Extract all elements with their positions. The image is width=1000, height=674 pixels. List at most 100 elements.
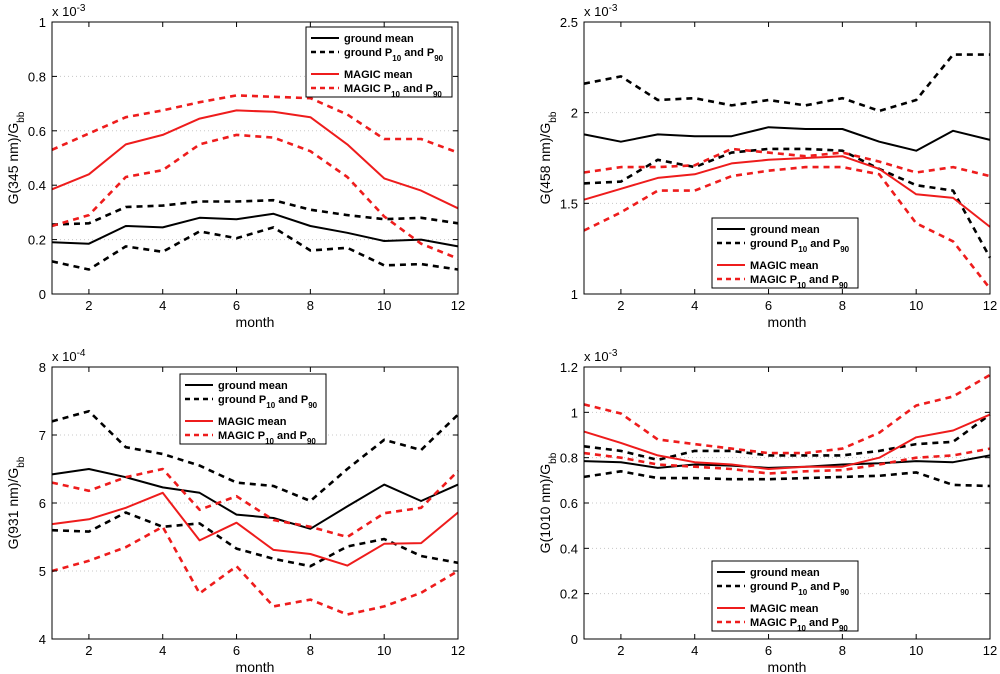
legend-label-ground-mean: ground mean (750, 567, 820, 579)
series-line-magic-p10 (51, 133, 459, 260)
x-tick-label: 12 (983, 643, 997, 658)
y-tick-label: 0.6 (560, 496, 578, 511)
x-tick-label: 10 (377, 298, 391, 313)
x-tick-label: 8 (839, 643, 846, 658)
series-line-magic-p10 (51, 525, 459, 616)
y-tick-label: 1 (571, 405, 578, 420)
series-line-magic-p90 (583, 373, 991, 455)
x-tick-label: 8 (307, 298, 314, 313)
series-line-ground-p10 (51, 511, 459, 568)
legend-label-ground-percentiles: ground P10 and P90 (344, 47, 444, 63)
series-line-magic-mean (51, 491, 459, 567)
legend-label-ground-percentiles: ground P10 and P90 (218, 394, 318, 410)
y-axis-label: G(458 nm)/Gbb (537, 111, 559, 204)
y-axis-label: G(345 nm)/Gbb (5, 111, 27, 204)
x-axis-label: month (236, 659, 275, 674)
y-tick-label: 5 (39, 564, 46, 579)
series-line-ground-p90 (51, 409, 459, 503)
series-line-magic-mean (51, 109, 459, 210)
legend-label-magic-percentiles: MAGIC P10 and P90 (344, 83, 442, 99)
plot-frame (51, 21, 459, 295)
legend-label-magic-mean: MAGIC mean (218, 416, 287, 428)
y-scale-multiplier: x 10-3 (584, 348, 618, 365)
x-tick-label: 6 (233, 298, 240, 313)
y-tick-label: 2.5 (560, 15, 578, 30)
plot-frame (583, 21, 991, 295)
y-scale-multiplier: x 10-3 (584, 3, 618, 20)
x-tick-label: 6 (765, 643, 772, 658)
y-tick-label: 0.2 (28, 233, 46, 248)
x-tick-label: 4 (691, 643, 698, 658)
chart-panel-2: 1 1.5 2 2.5 2 4 6 8 10 12 month G(458 nm)/Gbb x 10-3… (537, 3, 997, 331)
legend-label-magic-percentiles: MAGIC P10 and P90 (750, 617, 848, 633)
x-axis-label: month (236, 314, 275, 330)
y-scale-multiplier: x 10-3 (52, 3, 86, 20)
y-tick-label: 0.8 (28, 69, 46, 84)
series-line-ground-p90 (51, 198, 459, 226)
x-tick-label: 2 (617, 643, 624, 658)
x-tick-label: 4 (159, 643, 166, 658)
y-tick-label: 0.6 (28, 124, 46, 139)
x-tick-label: 10 (909, 643, 923, 658)
x-tick-label: 8 (839, 298, 846, 313)
y-tick-label: 0 (39, 287, 46, 302)
y-scale-multiplier: x 10-4 (52, 348, 86, 365)
series-line-magic-p90 (51, 467, 459, 539)
chart-panel-4: 0 0.2 0.4 0.6 0.8 1 1.2 2 4 6 8 10 12 month G(1010 nm)… (537, 348, 997, 674)
y-tick-label: 1 (571, 287, 578, 302)
y-tick-label: 1.2 (560, 360, 578, 375)
x-tick-label: 2 (85, 643, 92, 658)
legend-label-ground-percentiles: ground P10 and P90 (750, 581, 850, 597)
series-line-magic-p90 (51, 94, 459, 154)
series-line-ground-mean (51, 468, 459, 530)
y-axis-label: G(931 nm)/Gbb (5, 456, 27, 549)
y-tick-label: 1 (39, 15, 46, 30)
legend-label-magic-percentiles: MAGIC P10 and P90 (750, 274, 848, 290)
legend-label-magic-mean: MAGIC mean (750, 603, 819, 615)
y-tick-label: 7 (39, 428, 46, 443)
legend: ground mean ground P10 and P90 MAGIC mean M… (711, 217, 859, 290)
legend: ground mean ground P10 and P90 MAGIC mean M… (305, 26, 453, 99)
legend-label-ground-percentiles: ground P10 and P90 (750, 238, 850, 254)
legend-label-ground-mean: ground mean (218, 380, 288, 392)
x-tick-label: 4 (159, 298, 166, 313)
legend: ground mean ground P10 and P90 MAGIC mean M… (179, 373, 327, 446)
x-tick-label: 12 (451, 643, 465, 658)
y-tick-label: 4 (39, 632, 46, 647)
x-tick-label: 4 (691, 298, 698, 313)
y-tick-label: 6 (39, 496, 46, 511)
x-tick-label: 8 (307, 643, 314, 658)
y-tick-label: 0 (571, 632, 578, 647)
x-axis-label: month (768, 314, 807, 330)
y-tick-label: 0.8 (560, 451, 578, 466)
legend-label-magic-percentiles: MAGIC P10 and P90 (218, 430, 316, 446)
x-tick-label: 10 (909, 298, 923, 313)
x-tick-label: 2 (617, 298, 624, 313)
series-line-magic-p90 (583, 147, 991, 178)
legend: ground mean ground P10 and P90 MAGIC mean M… (711, 560, 859, 633)
x-tick-label: 12 (451, 298, 465, 313)
y-tick-label: 8 (39, 360, 46, 375)
x-axis-label: month (768, 659, 807, 674)
x-tick-label: 12 (983, 298, 997, 313)
legend-label-magic-mean: MAGIC mean (750, 260, 819, 272)
y-axis-label: G(1010 nm)/Gbb (537, 452, 559, 553)
series-line-ground-p90 (583, 413, 991, 462)
series-line-magic-mean (583, 413, 991, 470)
series-line-ground-p10 (583, 147, 992, 259)
series-line-ground-mean (51, 212, 459, 248)
x-tick-label: 10 (377, 643, 391, 658)
chart-panel-3: 4 5 6 7 8 2 4 6 8 10 12 month G(931 nm)/Gbb x 10-4 gro… (5, 348, 465, 674)
series-line-ground-mean (583, 126, 991, 152)
series-line-magic-p10 (583, 447, 991, 475)
series-line-ground-p90 (583, 53, 990, 113)
y-tick-label: 1.5 (560, 196, 578, 211)
y-tick-label: 2 (571, 106, 578, 121)
x-tick-label: 2 (85, 298, 92, 313)
y-tick-label: 0.2 (560, 587, 578, 602)
y-tick-label: 0.4 (560, 541, 578, 556)
y-tick-label: 0.4 (28, 178, 46, 193)
series-line-magic-mean (583, 155, 991, 228)
